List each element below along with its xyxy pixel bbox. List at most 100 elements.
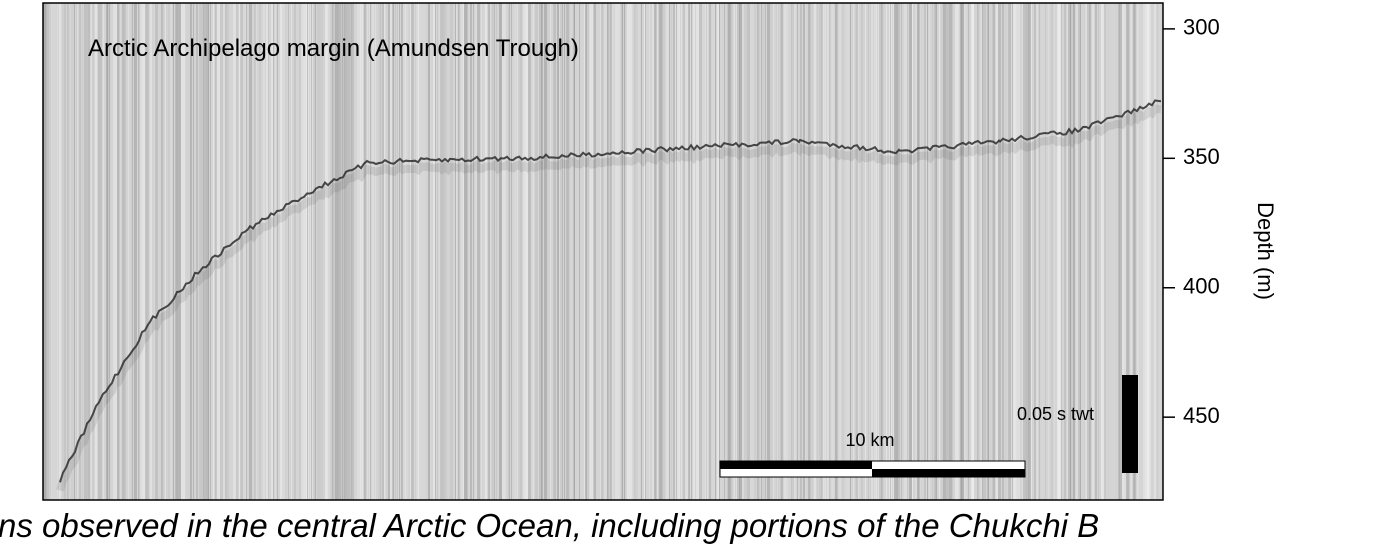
texture-stripe [150, 3, 152, 500]
texture-stripe [95, 3, 97, 500]
texture-stripe [1017, 3, 1020, 500]
texture-stripe [762, 3, 765, 500]
texture-stripe [638, 3, 640, 500]
texture-stripe [915, 3, 918, 500]
texture-stripe [1159, 3, 1161, 500]
texture-stripe [673, 3, 675, 500]
texture-stripe [517, 3, 518, 500]
texture-stripe [1092, 3, 1094, 500]
texture-stripe [1022, 3, 1023, 500]
texture-stripe [435, 3, 436, 500]
texture-stripe [993, 3, 996, 500]
texture-stripe [385, 3, 387, 500]
texture-stripe [533, 3, 534, 500]
reflector-shadow [56, 104, 1162, 492]
texture-stripe [347, 3, 350, 500]
texture-stripe [496, 3, 497, 500]
texture-stripe [597, 3, 600, 500]
texture-stripe [830, 3, 832, 500]
texture-stripe [686, 3, 689, 500]
texture-stripe [777, 3, 778, 500]
texture-stripe [470, 3, 472, 500]
texture-stripe [1137, 3, 1139, 500]
texture-stripe [868, 3, 869, 500]
texture-stripe [509, 3, 510, 500]
texture-stripe [709, 3, 711, 500]
texture-stripe [233, 3, 236, 500]
texture-stripe [693, 3, 695, 500]
texture-stripe [84, 3, 86, 500]
texture-stripe [440, 3, 442, 500]
texture-stripe [974, 3, 975, 500]
texture-stripe [67, 3, 68, 500]
texture-stripe [1126, 3, 1129, 500]
texture-stripe [1087, 3, 1090, 500]
texture-stripe [1145, 3, 1146, 500]
texture-stripe [1020, 3, 1023, 500]
texture-stripe [447, 3, 450, 500]
texture-stripe [217, 3, 220, 500]
texture-stripe [1112, 3, 1113, 500]
texture-stripe [399, 3, 400, 500]
texture-stripe [332, 3, 333, 500]
texture-stripe [1023, 3, 1025, 500]
texture-stripe [990, 3, 991, 500]
texture-stripe [560, 3, 562, 500]
texture-stripe [216, 3, 217, 500]
texture-stripe [483, 3, 485, 500]
texture-stripe [744, 3, 747, 500]
texture-stripe [926, 3, 927, 500]
texture-stripe [663, 3, 665, 500]
texture-stripe [955, 3, 958, 500]
texture-stripe [190, 3, 191, 500]
texture-stripe [1150, 3, 1151, 500]
texture-stripe [569, 3, 570, 500]
texture-stripe [824, 3, 826, 500]
texture-stripe [314, 3, 315, 500]
texture-stripe [1032, 3, 1033, 500]
texture-stripe [1084, 3, 1085, 500]
texture-stripe [51, 3, 52, 500]
texture-stripe [254, 3, 257, 500]
texture-stripe [724, 3, 725, 500]
texture-stripe [364, 3, 367, 500]
texture-stripe [855, 3, 856, 500]
texture-stripe [999, 3, 1001, 500]
texture-stripe [767, 3, 770, 500]
texture-stripe [208, 3, 209, 500]
texture-stripe [901, 3, 902, 500]
texture-stripe [230, 3, 232, 500]
texture-stripe [1095, 3, 1097, 500]
texture-stripe [453, 3, 455, 500]
texture-stripe [426, 3, 428, 500]
texture-stripe [88, 3, 91, 500]
texture-stripe [328, 3, 330, 500]
texture-stripe [1078, 3, 1081, 500]
texture-stripe [443, 3, 445, 500]
texture-stripe [430, 3, 431, 500]
texture-stripe [428, 3, 431, 500]
texture-stripe [266, 3, 267, 500]
texture-stripe [398, 3, 399, 500]
texture-stripe [958, 3, 959, 500]
texture-stripe [1115, 3, 1118, 500]
texture-stripe [240, 3, 243, 500]
texture-stripe [562, 3, 563, 500]
texture-stripe [728, 3, 731, 500]
texture-stripe [747, 3, 750, 500]
texture-stripe [1005, 3, 1006, 500]
texture-stripe [1154, 3, 1156, 500]
caption: ns observed in the central Arctic Ocean,… [0, 507, 1099, 544]
texture-stripe [742, 3, 744, 500]
texture-stripe [789, 3, 791, 500]
texture-stripe [166, 3, 167, 500]
scale-bar-segment [872, 469, 1025, 477]
texture-stripe [773, 3, 774, 500]
texture-stripe [418, 3, 419, 500]
texture-stripe [636, 3, 638, 500]
texture-stripe [988, 3, 989, 500]
texture-stripe [797, 3, 798, 500]
texture-stripe [823, 3, 824, 500]
texture-stripe [732, 3, 735, 500]
